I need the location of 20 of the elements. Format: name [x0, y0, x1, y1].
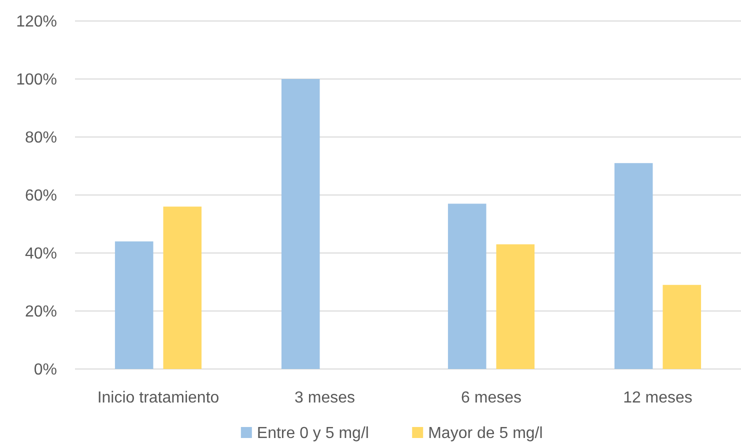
x-tick-label: 6 meses — [461, 390, 522, 407]
y-tick-label: 0% — [34, 362, 57, 379]
x-tick-label: 12 meses — [623, 390, 692, 407]
y-tick-label: 20% — [24, 304, 57, 321]
x-tick-label: Inicio tratamiento — [97, 390, 220, 407]
y-tick-label: 120% — [16, 14, 57, 31]
bar — [662, 284, 702, 369]
y-tick-label: 40% — [24, 246, 57, 263]
legend-label: Mayor de 5 mg/l — [428, 425, 543, 442]
bar — [163, 206, 202, 369]
bar — [281, 79, 320, 369]
bar — [496, 244, 535, 369]
y-tick-label: 100% — [16, 72, 57, 89]
bar — [614, 163, 653, 369]
y-tick-label: 60% — [24, 188, 57, 205]
bar — [448, 204, 486, 369]
y-tick-label: 80% — [24, 130, 57, 147]
legend-label: Entre 0 y 5 mg/l — [256, 425, 369, 442]
bar — [114, 241, 154, 369]
x-tick-label: 3 meses — [294, 390, 355, 407]
